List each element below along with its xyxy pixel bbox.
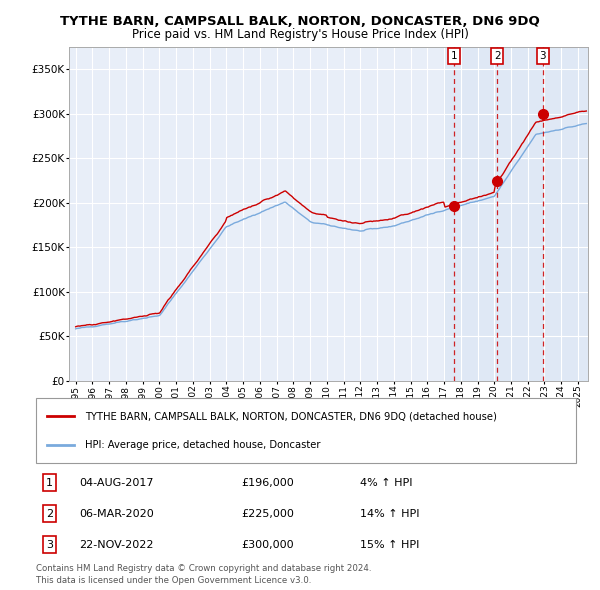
Text: 1: 1 bbox=[451, 51, 457, 61]
FancyBboxPatch shape bbox=[36, 398, 576, 463]
Text: 14% ↑ HPI: 14% ↑ HPI bbox=[360, 509, 419, 519]
Text: £300,000: £300,000 bbox=[241, 540, 294, 550]
Text: This data is licensed under the Open Government Licence v3.0.: This data is licensed under the Open Gov… bbox=[36, 576, 311, 585]
Text: 3: 3 bbox=[539, 51, 546, 61]
Text: 2: 2 bbox=[46, 509, 53, 519]
Bar bbox=[444, 47, 600, 381]
Text: HPI: Average price, detached house, Doncaster: HPI: Average price, detached house, Donc… bbox=[85, 440, 320, 450]
Text: 2: 2 bbox=[494, 51, 500, 61]
Text: 4% ↑ HPI: 4% ↑ HPI bbox=[360, 477, 413, 487]
Text: Contains HM Land Registry data © Crown copyright and database right 2024.: Contains HM Land Registry data © Crown c… bbox=[36, 565, 371, 573]
Text: 22-NOV-2022: 22-NOV-2022 bbox=[79, 540, 154, 550]
Text: TYTHE BARN, CAMPSALL BALK, NORTON, DONCASTER, DN6 9DQ (detached house): TYTHE BARN, CAMPSALL BALK, NORTON, DONCA… bbox=[85, 411, 496, 421]
Text: 1: 1 bbox=[46, 477, 53, 487]
Text: £225,000: £225,000 bbox=[241, 509, 294, 519]
Text: 04-AUG-2017: 04-AUG-2017 bbox=[79, 477, 154, 487]
Text: 3: 3 bbox=[46, 540, 53, 550]
Text: Price paid vs. HM Land Registry's House Price Index (HPI): Price paid vs. HM Land Registry's House … bbox=[131, 28, 469, 41]
Text: 06-MAR-2020: 06-MAR-2020 bbox=[79, 509, 154, 519]
Text: £196,000: £196,000 bbox=[241, 477, 294, 487]
Text: 15% ↑ HPI: 15% ↑ HPI bbox=[360, 540, 419, 550]
Text: TYTHE BARN, CAMPSALL BALK, NORTON, DONCASTER, DN6 9DQ: TYTHE BARN, CAMPSALL BALK, NORTON, DONCA… bbox=[60, 15, 540, 28]
